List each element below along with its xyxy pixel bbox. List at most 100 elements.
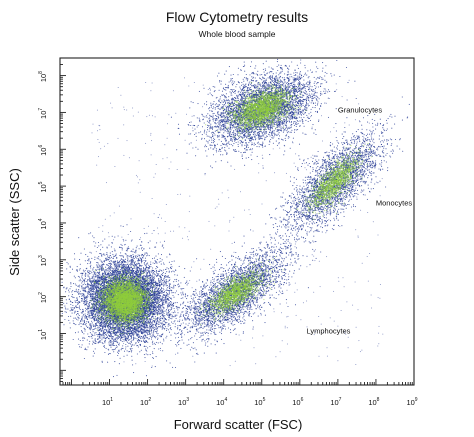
data-point bbox=[78, 291, 79, 292]
data-point bbox=[109, 266, 110, 267]
data-point bbox=[114, 339, 115, 340]
data-point bbox=[77, 319, 78, 320]
data-point bbox=[120, 255, 121, 256]
data-point bbox=[144, 264, 145, 265]
data-point bbox=[131, 338, 132, 339]
data-point bbox=[166, 297, 167, 298]
data-point bbox=[108, 354, 109, 355]
data-point bbox=[110, 267, 111, 268]
data-point bbox=[122, 270, 123, 271]
data-point bbox=[167, 315, 168, 316]
data-point bbox=[133, 265, 134, 266]
data-point bbox=[171, 316, 172, 317]
data-point bbox=[141, 248, 142, 249]
data-point bbox=[96, 334, 97, 335]
data-point bbox=[126, 224, 127, 225]
data-point bbox=[181, 323, 182, 324]
data-point bbox=[185, 293, 186, 294]
data-point bbox=[78, 237, 79, 238]
data-point bbox=[100, 244, 101, 245]
data-point bbox=[164, 317, 165, 318]
data-point bbox=[93, 293, 94, 294]
data-point bbox=[90, 265, 91, 266]
data-point bbox=[79, 315, 80, 316]
data-point bbox=[88, 313, 89, 314]
data-point bbox=[111, 266, 112, 267]
data-point bbox=[76, 290, 77, 291]
data-point bbox=[77, 300, 78, 301]
data-point bbox=[163, 279, 164, 280]
data-point bbox=[185, 294, 186, 295]
data-point bbox=[111, 345, 112, 346]
data-point bbox=[165, 311, 166, 312]
data-point bbox=[155, 291, 156, 292]
data-point bbox=[171, 322, 172, 323]
data-point bbox=[99, 300, 100, 301]
data-point bbox=[155, 300, 156, 301]
data-point bbox=[145, 253, 146, 254]
data-point bbox=[84, 282, 85, 283]
data-point bbox=[121, 349, 122, 350]
data-point bbox=[109, 343, 110, 344]
data-point bbox=[133, 249, 134, 250]
data-point bbox=[163, 340, 164, 341]
data-point bbox=[84, 279, 85, 280]
data-point bbox=[149, 255, 150, 256]
data-point bbox=[89, 291, 90, 292]
data-point bbox=[123, 257, 124, 258]
data-point bbox=[152, 258, 153, 259]
data-point bbox=[108, 342, 109, 343]
data-point bbox=[103, 331, 104, 332]
data-point bbox=[112, 338, 113, 339]
data-point bbox=[172, 367, 173, 368]
data-point bbox=[133, 260, 134, 261]
data-point bbox=[123, 335, 124, 336]
data-point bbox=[162, 275, 163, 276]
data-point bbox=[129, 339, 130, 340]
data-point bbox=[121, 261, 122, 262]
data-point bbox=[91, 326, 92, 327]
data-point bbox=[65, 307, 66, 308]
data-point bbox=[90, 329, 91, 330]
data-point bbox=[164, 311, 165, 312]
data-point bbox=[77, 304, 78, 305]
data-point bbox=[76, 297, 77, 298]
data-point bbox=[158, 342, 159, 343]
data-point bbox=[160, 348, 161, 349]
data-point bbox=[97, 247, 98, 248]
data-point bbox=[160, 323, 161, 324]
data-point bbox=[83, 323, 84, 324]
data-point bbox=[74, 291, 75, 292]
data-point bbox=[93, 241, 94, 242]
data-point bbox=[83, 314, 84, 315]
data-point bbox=[168, 303, 169, 304]
data-point bbox=[107, 331, 108, 332]
data-point bbox=[158, 324, 159, 325]
data-point bbox=[133, 332, 134, 333]
data-point bbox=[76, 314, 77, 315]
data-point bbox=[146, 277, 147, 278]
data-point bbox=[76, 319, 77, 320]
data-point bbox=[95, 340, 96, 341]
data-point bbox=[131, 340, 132, 341]
data-point bbox=[150, 261, 151, 262]
data-point bbox=[171, 292, 172, 293]
data-point bbox=[145, 271, 146, 272]
data-point bbox=[85, 324, 86, 325]
data-point bbox=[158, 326, 159, 327]
data-point bbox=[144, 334, 145, 335]
data-point bbox=[65, 311, 66, 312]
data-point bbox=[82, 320, 83, 321]
data-point bbox=[88, 307, 89, 308]
data-point bbox=[86, 268, 87, 269]
data-point bbox=[78, 339, 79, 340]
data-point bbox=[146, 332, 147, 333]
data-point bbox=[92, 268, 93, 269]
data-point bbox=[91, 328, 92, 329]
data-point bbox=[73, 339, 74, 340]
data-point bbox=[158, 294, 159, 295]
data-point bbox=[179, 321, 180, 322]
data-point bbox=[74, 253, 75, 254]
data-point bbox=[99, 274, 100, 275]
data-point bbox=[116, 347, 117, 348]
